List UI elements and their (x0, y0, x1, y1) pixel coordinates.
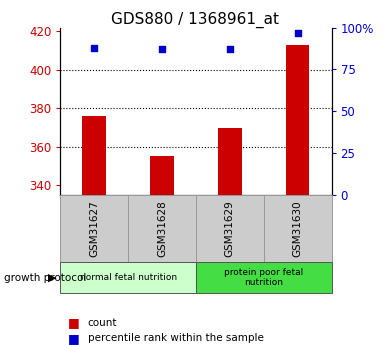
Bar (128, 195, 196, 262)
Text: percentile rank within the sample: percentile rank within the sample (88, 333, 264, 343)
Point (91, 45, 98, 50)
Bar (286, 45, 310, 195)
Text: count: count (88, 318, 117, 327)
Text: ▶: ▶ (48, 273, 57, 283)
Text: ■: ■ (68, 316, 80, 329)
Bar (218, 128, 242, 195)
Text: GSM31630: GSM31630 (292, 200, 303, 257)
Text: ■: ■ (68, 332, 80, 345)
Bar (60, 262, 196, 293)
Bar (150, 157, 174, 195)
Bar (82, 116, 106, 195)
Bar (60, 195, 128, 262)
Point (159, 47, 165, 52)
Text: GSM31627: GSM31627 (89, 200, 99, 257)
Bar (196, 195, 264, 262)
Text: growth protocol: growth protocol (4, 273, 86, 283)
Point (227, 47, 233, 52)
Text: normal fetal nutrition: normal fetal nutrition (80, 273, 177, 282)
Text: GSM31628: GSM31628 (157, 200, 167, 257)
Text: GDS880 / 1368961_at: GDS880 / 1368961_at (111, 12, 279, 28)
Bar (196, 262, 332, 293)
Bar (264, 195, 332, 262)
Text: protein poor fetal
nutrition: protein poor fetal nutrition (224, 268, 303, 287)
Text: GSM31629: GSM31629 (225, 200, 235, 257)
Point (294, 30, 301, 36)
